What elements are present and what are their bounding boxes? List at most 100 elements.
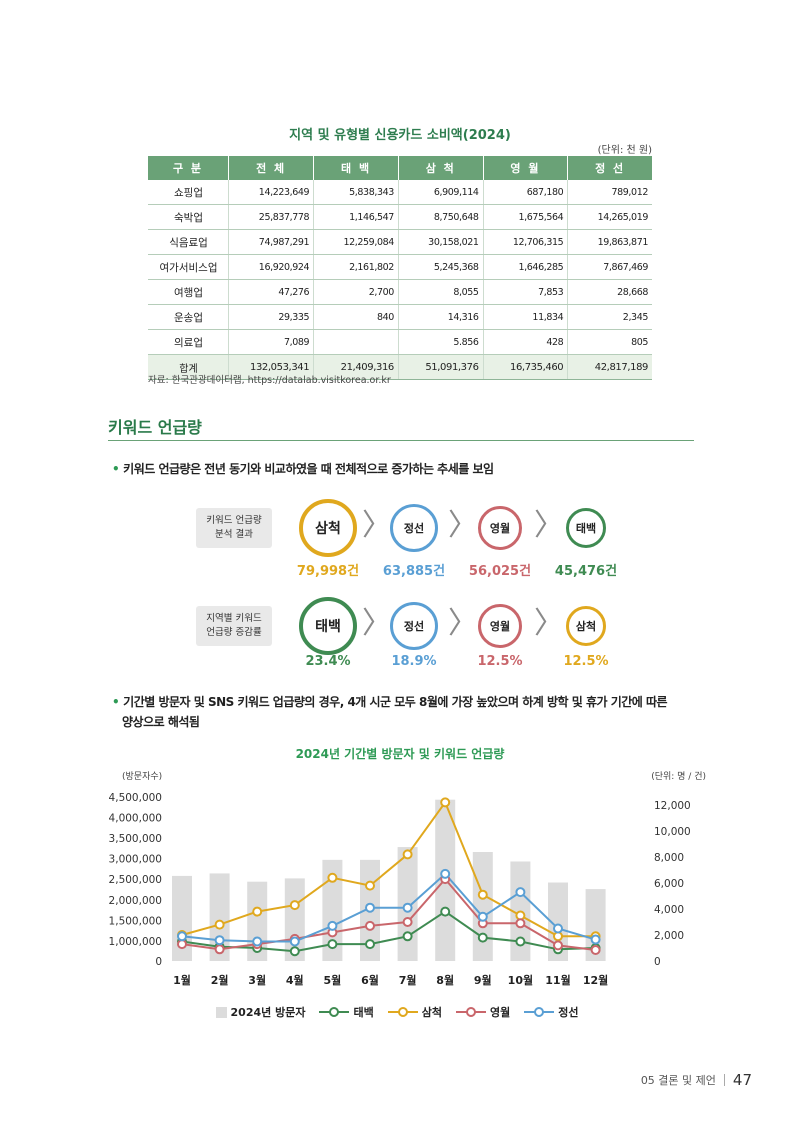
page-number: 47 <box>732 1071 752 1089</box>
series-point <box>365 920 375 931</box>
table-row: 쇼핑업 14,223,649 5,838,343 6,909,114 687,180 78… <box>148 180 652 205</box>
series-point <box>590 944 601 955</box>
series-point <box>440 797 451 808</box>
legend-label: 태백 <box>353 1006 374 1019</box>
page-footer: 05 결론 및 제언 47 <box>641 1071 752 1089</box>
series-line <box>181 800 596 938</box>
bullet-text: 양상으로 해석됨 <box>122 715 200 729</box>
series-point <box>177 931 187 942</box>
x-tick-label: 11월 <box>545 973 570 987</box>
table-source: 자료: 한국관광데이터랩, https://datalab.visitkorea… <box>148 375 391 386</box>
x-tick-label: 8월 <box>436 973 454 987</box>
left-tick-label: 1,500,000 <box>109 915 162 927</box>
left-tick-label: 3,500,000 <box>109 833 162 845</box>
bar-visitors <box>585 889 606 961</box>
table-cell: 11,834 <box>483 304 569 330</box>
rank-value: 12.5% <box>563 654 609 669</box>
row-category: 식음료업 <box>148 229 230 255</box>
table-cell: 7,867,469 <box>567 254 652 280</box>
rank-circle: 영월 <box>478 506 522 550</box>
table-header-cell: 태 백 <box>313 156 399 180</box>
legend-item: 삼척 <box>387 1004 442 1020</box>
table-row: 의료업 7,089 5.856 428 805 <box>148 329 652 355</box>
table-cell: 5,838,343 <box>313 180 399 205</box>
series-line <box>181 872 596 943</box>
legend-item: 영월 <box>455 1004 511 1020</box>
ranking-label-mentions: 키워드 언급량 분석 결과 <box>196 508 272 548</box>
table-cell: 47,276 <box>228 279 315 305</box>
section-title: 키워드 언급량 <box>108 418 202 437</box>
legend-line-marker-icon <box>455 1007 486 1017</box>
series-point <box>327 872 338 883</box>
x-tick-label: 12월 <box>583 973 608 987</box>
label-line: 지역별 키워드 <box>206 613 262 624</box>
series-point <box>402 849 413 860</box>
table-cell: 14,316 <box>398 304 484 330</box>
chevron-right-icon: 〉 <box>448 508 478 543</box>
right-tick-label: 10,000 <box>654 826 691 838</box>
table-cell: 6,909,114 <box>398 180 484 205</box>
label-line: 언급량 증감률 <box>206 627 262 638</box>
left-tick-label: 0 <box>155 956 162 968</box>
table-cell: 789,012 <box>567 180 652 205</box>
table-cell: 805 <box>567 329 652 355</box>
table-row: 식음료업 74,987,291 12,259,084 30,158,021 12,706… <box>148 229 652 255</box>
series-point <box>402 902 413 913</box>
row-category: 운송업 <box>148 304 230 330</box>
left-tick-label: 3,000,000 <box>109 854 162 866</box>
table-cell: 1,646,285 <box>483 254 569 280</box>
total-cell: 42,817,189 <box>567 354 652 380</box>
series-point <box>515 936 526 947</box>
rank-circle: 정선 <box>390 602 438 650</box>
series-point <box>214 935 225 946</box>
x-tick-label: 1월 <box>173 973 191 987</box>
legend-item: 2024년 방문자 <box>215 1004 305 1020</box>
table-row: 여가서비스업 16,920,924 2,161,802 5,245,368 1,646,… <box>148 254 652 280</box>
rank-circle: 정선 <box>390 504 438 552</box>
table-header-cell: 삼 척 <box>398 156 484 180</box>
rank-circle: 태백 <box>299 597 357 655</box>
table-cell: 8,750,648 <box>398 204 484 230</box>
rank-value: 12.5% <box>477 654 523 669</box>
legend-label: 영월 <box>489 1006 511 1019</box>
x-tick-label: 9월 <box>474 973 492 987</box>
total-cell: 51,091,376 <box>398 354 484 380</box>
series-point <box>515 910 526 921</box>
series-point <box>327 939 338 950</box>
rank-value: 63,885건 <box>382 564 446 579</box>
x-tick-label: 2월 <box>211 973 229 987</box>
table-cell: 1,675,564 <box>483 204 569 230</box>
series-point <box>553 923 563 934</box>
series-point <box>477 932 488 943</box>
table-cell: 29,335 <box>228 304 315 330</box>
legend-line-marker-icon <box>387 1007 418 1017</box>
bullet-text: 키워드 언급량은 전년 동기와 비교하였을 때 전체적으로 증가하는 추세를 보… <box>123 462 494 476</box>
row-category: 여행업 <box>148 279 230 305</box>
series-point <box>252 936 263 947</box>
legend-line-marker-icon <box>319 1007 350 1017</box>
visitor-keyword-chart: (방문자수) (단위: 명 / 건) 0 1,000,000 1,500,000 2,00… <box>109 771 706 987</box>
series-point <box>252 906 263 917</box>
table-cell: 840 <box>313 304 399 330</box>
series-point <box>590 934 601 945</box>
series-point <box>365 880 375 891</box>
total-cell: 132,053,341 <box>228 354 315 380</box>
rank-circle: 삼척 <box>566 606 606 646</box>
series-point <box>440 868 451 879</box>
series-line <box>181 910 596 953</box>
chevron-right-icon: 〉 <box>534 508 564 543</box>
rank-value: 23.4% <box>305 654 351 669</box>
bullet-period-analysis: • 기간별 방문자 및 SNS 키워드 업급량의 경우, 4개 시군 모두 8월에… <box>112 692 668 732</box>
x-tick-label: 4월 <box>286 973 304 987</box>
legend-item: 정선 <box>524 1004 578 1020</box>
rank-value: 18.9% <box>391 654 437 669</box>
x-tick-label: 6월 <box>361 973 379 987</box>
table-header-cell: 전 체 <box>228 156 315 180</box>
chevron-right-icon: 〉 <box>448 606 478 641</box>
series-point <box>515 887 526 898</box>
rank-circle: 태백 <box>566 508 606 548</box>
table-cell: 28,668 <box>567 279 652 305</box>
right-tick-label: 4,000 <box>654 904 684 916</box>
table-header-cell: 구 분 <box>148 156 230 180</box>
